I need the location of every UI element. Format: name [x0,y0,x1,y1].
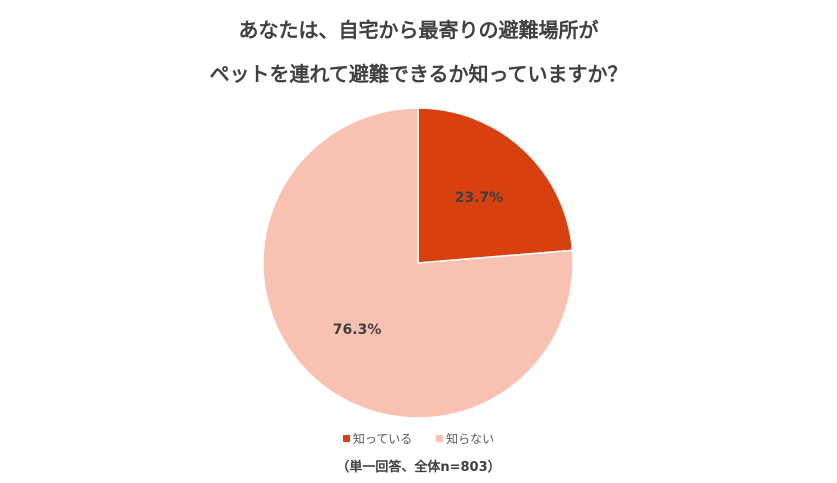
legend-label: 知らない [446,432,495,446]
legend: 知っている 知らない [0,430,837,447]
chart-title-line-2: ペットを連れて避難できるか知っていますか？ [209,62,628,86]
pie-slice-2 [262,107,574,419]
data-label: 76.3% [333,322,382,338]
legend-item-unknown: 知らない [436,432,494,446]
sample-note: （単一回答、全体n=803） [336,460,501,475]
legend-swatch [342,435,350,442]
data-label: 23.7% [455,190,504,206]
legend-item-known: 知っている [342,432,413,446]
chart-title-line-1: あなたは、自宅から最寄りの避難場所が [238,18,599,42]
legend-label: 知っている [352,432,413,446]
pie-slice-1 [417,107,574,264]
legend-swatch [436,435,444,442]
